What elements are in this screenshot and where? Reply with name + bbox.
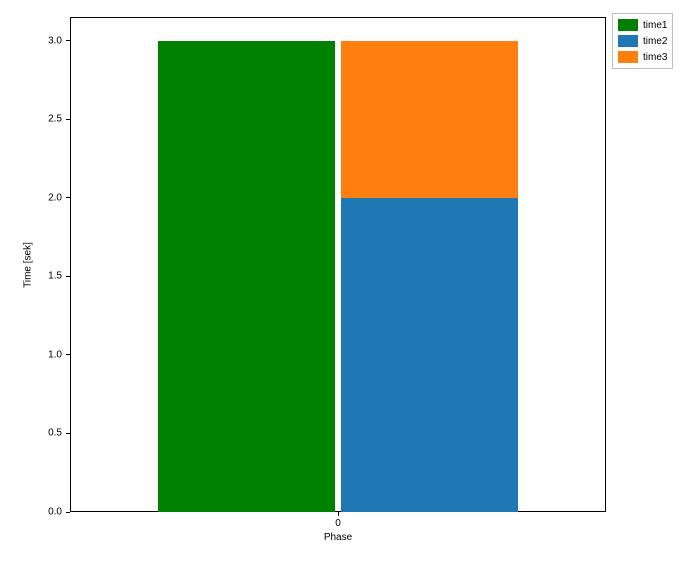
ytick-mark [66,433,70,434]
ytick-label: 0.0 [40,507,62,518]
y-axis-label: Time [sek] [23,242,34,288]
ytick-mark [66,197,70,198]
xtick-mark [338,512,339,516]
legend-label: time2 [643,36,667,47]
plot-area [70,17,606,512]
legend-swatch [618,35,638,47]
legend-item: time3 [618,49,667,65]
x-axis-label: Phase [324,532,352,543]
ytick-mark [66,512,70,513]
legend-swatch [618,19,638,31]
ytick-mark [66,276,70,277]
ytick-label: 1.5 [40,271,62,282]
legend-label: time3 [643,52,667,63]
legend-item: time2 [618,33,667,49]
legend-label: time1 [643,20,667,31]
legend: time1 time2 time3 [612,13,673,69]
ytick-label: 2.5 [40,114,62,125]
ytick-label: 2.0 [40,192,62,203]
ytick-mark [66,40,70,41]
legend-swatch [618,51,638,63]
bar-time2 [341,198,518,512]
bar-time3 [341,41,518,198]
ytick-mark [66,354,70,355]
ytick-label: 1.0 [40,349,62,360]
xtick-label: 0 [335,518,341,529]
chart-figure: Time [sek] Phase time1 time2 time3 0.0 0.5 1… [0,0,694,561]
legend-item: time1 [618,17,667,33]
ytick-label: 3.0 [40,35,62,46]
ytick-mark [66,119,70,120]
bar-time1 [158,41,335,512]
ytick-label: 0.5 [40,428,62,439]
